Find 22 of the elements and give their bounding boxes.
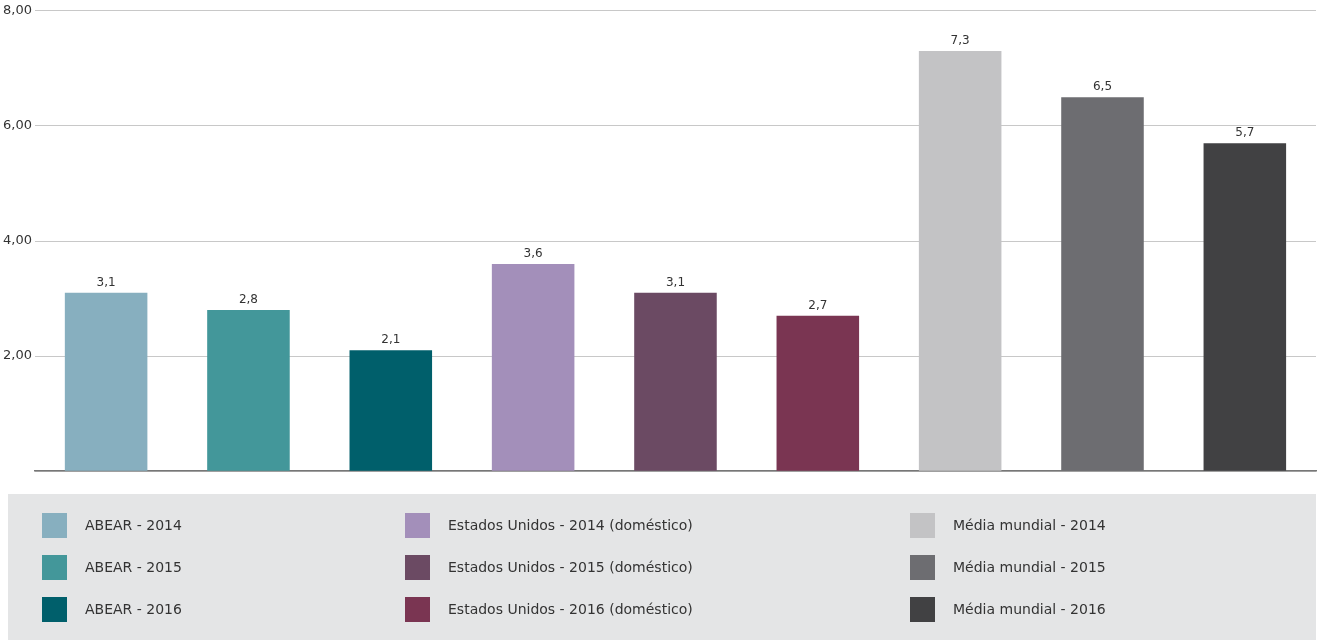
data-label: 2,8 <box>238 292 258 307</box>
legend-label: Estados Unidos - 2015 (doméstico) <box>448 559 693 575</box>
y-tick-label: 2,00 <box>2 347 32 363</box>
data-label: 7,3 <box>950 33 970 48</box>
data-label: 5,7 <box>1235 125 1255 140</box>
legend-label: Estados Unidos - 2016 (doméstico) <box>448 601 693 617</box>
legend-label: Média mundial - 2014 <box>953 517 1106 533</box>
y-tick-label: 4,00 <box>2 232 32 248</box>
legend-label: ABEAR - 2016 <box>85 601 182 617</box>
data-label: 2,7 <box>808 297 828 312</box>
legend-label: Estados Unidos - 2014 (doméstico) <box>448 517 693 533</box>
legend-label: ABEAR - 2015 <box>85 559 182 575</box>
legend-label: ABEAR - 2014 <box>85 517 182 533</box>
y-tick-label: 6,00 <box>2 117 32 133</box>
legend-label: Média mundial - 2015 <box>953 559 1106 575</box>
data-label: 2,1 <box>381 332 401 347</box>
data-label: 3,1 <box>96 274 116 289</box>
data-label: 3,1 <box>665 274 686 289</box>
data-label: 3,6 <box>523 246 543 261</box>
data-label: 6,5 <box>1092 79 1113 94</box>
y-tick-label: 8,00 <box>2 2 32 18</box>
legend-label: Média mundial - 2016 <box>953 601 1106 617</box>
